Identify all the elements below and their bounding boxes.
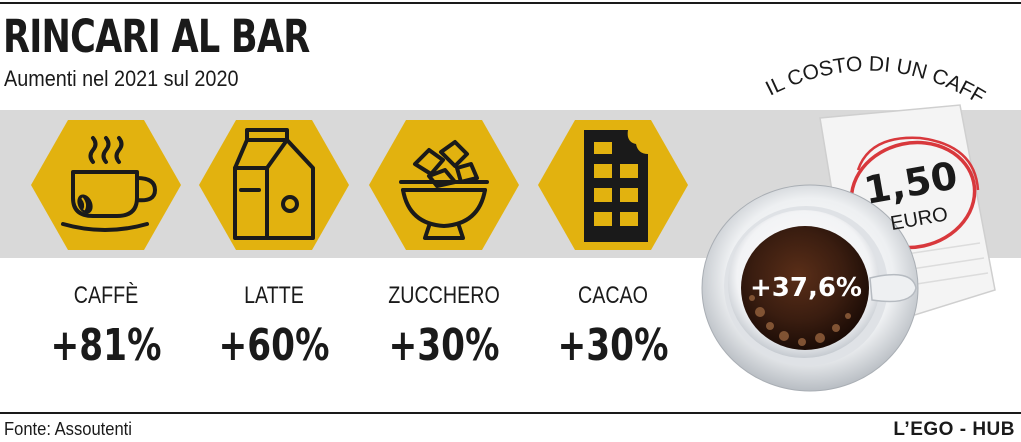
page-title: RINCARI AL BAR (3, 10, 310, 63)
sugar-bowl-icon (369, 120, 519, 250)
item-value: +60% (218, 320, 330, 371)
item-value: +30% (557, 320, 669, 371)
item-label: CAFFÈ (73, 282, 139, 309)
source-note: Fonte: Assoutenti (4, 419, 132, 439)
chocolate-bar-icon (538, 120, 688, 250)
item-value: +81% (50, 320, 162, 371)
brand-logo: L’EGO - HUB (893, 419, 1015, 440)
item-value: +30% (388, 320, 500, 371)
coffee-increase: +37,6% (750, 273, 862, 303)
item-label: ZUCCHERO (388, 282, 500, 309)
item-label: LATTE (244, 282, 304, 309)
bottom-rule (0, 412, 1021, 414)
top-rule (0, 2, 1021, 4)
item-label: CACAO (577, 282, 648, 309)
coffee-cup-icon (31, 120, 181, 250)
milk-carton-icon (199, 120, 349, 250)
page-subtitle: Aumenti nel 2021 sul 2020 (4, 66, 239, 91)
